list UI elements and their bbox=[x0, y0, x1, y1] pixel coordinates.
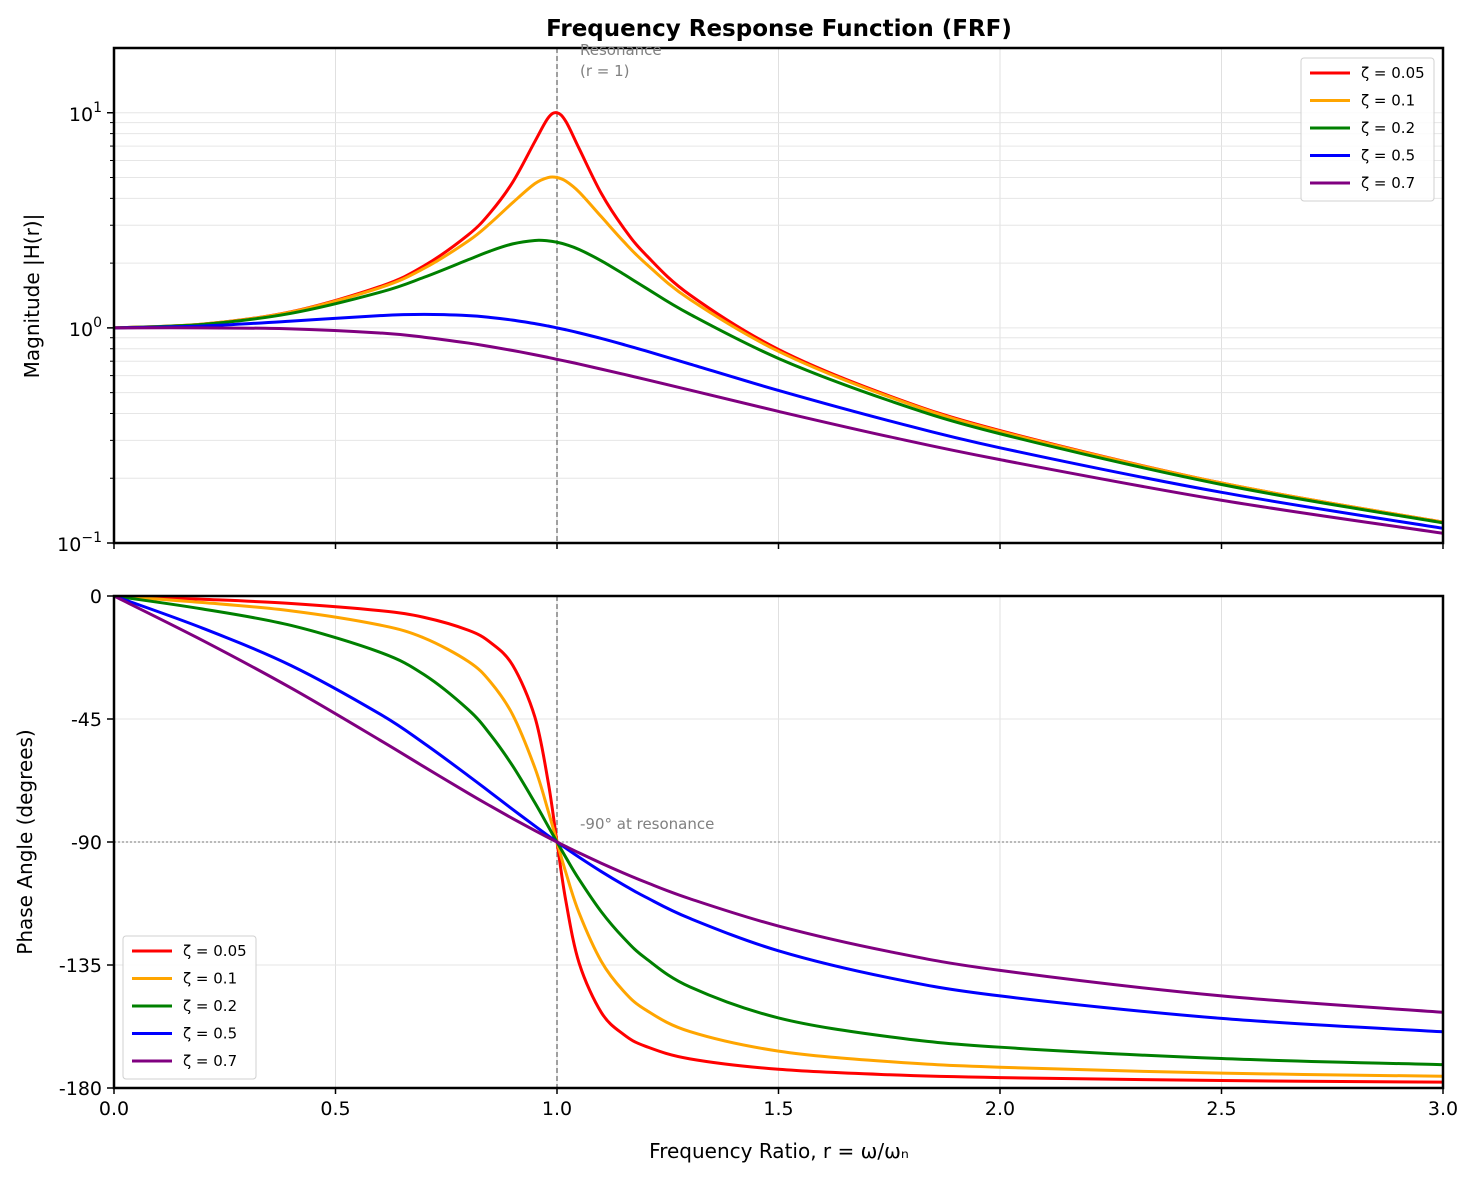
y-tick-base: 10 bbox=[69, 104, 93, 126]
legend-label: ζ = 0.5 bbox=[1361, 147, 1415, 165]
magnitude-plot: ζ = 0.05ζ = 0.1ζ = 0.2ζ = 0.5ζ = 0.710−1… bbox=[57, 41, 1445, 556]
series-line-zeta-0.5 bbox=[114, 312, 1443, 530]
series-line-zeta-0.7 bbox=[114, 326, 1443, 535]
y-tick-exponent: 0 bbox=[93, 315, 102, 331]
y-tick-label: 100 bbox=[69, 315, 102, 341]
y-tick-label: -180 bbox=[59, 1078, 102, 1100]
y-tick-label: -135 bbox=[59, 955, 102, 977]
top-y-axis-label: Magnitude |H(r)| bbox=[20, 214, 44, 379]
resonance-annotation-line1: Resonance bbox=[580, 41, 662, 59]
series-line-zeta-0.2 bbox=[114, 238, 1443, 525]
y-tick-label: 101 bbox=[69, 100, 102, 126]
x-tick-label: 0.5 bbox=[320, 1098, 350, 1120]
x-tick-label: 1.0 bbox=[542, 1098, 572, 1120]
phase-plot: 0.0 0.5 1.0 1.5 2.0 2.5 3.0ζ = 0.05ζ = 0.1ζ = … bbox=[59, 586, 1458, 1120]
legend-label: ζ = 0.7 bbox=[183, 1052, 237, 1070]
y-tick-label: 10−1 bbox=[57, 530, 102, 556]
bottom-y-axis-label: Phase Angle (degrees) bbox=[13, 729, 37, 954]
legend-label: ζ = 0.1 bbox=[183, 970, 237, 988]
x-axis-label: Frequency Ratio, r = ω/ωₙ bbox=[649, 1139, 909, 1163]
series-group bbox=[114, 111, 1443, 535]
legend-label: ζ = 0.7 bbox=[1361, 174, 1415, 192]
chart-title: Frequency Response Function (FRF) bbox=[546, 16, 1012, 42]
y-tick-base: 10 bbox=[57, 534, 81, 556]
x-tick-label: 2.5 bbox=[1206, 1098, 1236, 1120]
phase-annotation: -90° at resonance bbox=[580, 815, 714, 833]
series-line-zeta-0.05 bbox=[114, 596, 1443, 1084]
series-group bbox=[114, 596, 1443, 1084]
series-line-zeta-0.1 bbox=[114, 596, 1443, 1078]
y-tick-base: 10 bbox=[69, 319, 93, 341]
resonance-annotation-line2: (r = 1) bbox=[580, 62, 630, 80]
y-tick-label: -90 bbox=[71, 832, 102, 854]
series-line-zeta-0.2 bbox=[114, 596, 1443, 1067]
series-line-zeta-0.1 bbox=[114, 175, 1443, 524]
legend-label: ζ = 0.2 bbox=[1361, 119, 1415, 137]
legend-box bbox=[122, 935, 257, 1080]
legend-label: ζ = 0.5 bbox=[183, 1025, 237, 1043]
y-tick-label: 0 bbox=[90, 586, 102, 608]
x-tick-label: 0.0 bbox=[99, 1098, 129, 1120]
series-line-zeta-0.7 bbox=[114, 596, 1443, 1014]
legend: ζ = 0.05 ζ = 0.1 ζ = 0.2 ζ = 0.5 ζ = 0.7 bbox=[122, 935, 257, 1080]
x-tick-label: 2.0 bbox=[985, 1098, 1015, 1120]
y-tick-exponent: −1 bbox=[81, 530, 102, 546]
y-tick-exponent: 1 bbox=[93, 100, 102, 116]
y-tick-label: -45 bbox=[71, 709, 102, 731]
legend-box bbox=[1300, 57, 1435, 202]
legend-label: ζ = 0.1 bbox=[1361, 92, 1415, 110]
legend-label: ζ = 0.2 bbox=[183, 997, 237, 1015]
x-tick-label: 3.0 bbox=[1428, 1098, 1458, 1120]
legend-label: ζ = 0.05 bbox=[183, 942, 247, 960]
x-tick-label: 1.5 bbox=[763, 1098, 793, 1120]
series-line-zeta-0.5 bbox=[114, 596, 1443, 1034]
legend-label: ζ = 0.05 bbox=[1361, 64, 1425, 82]
legend: ζ = 0.05 ζ = 0.1 ζ = 0.2 ζ = 0.5 ζ = 0.7 bbox=[1300, 57, 1435, 202]
